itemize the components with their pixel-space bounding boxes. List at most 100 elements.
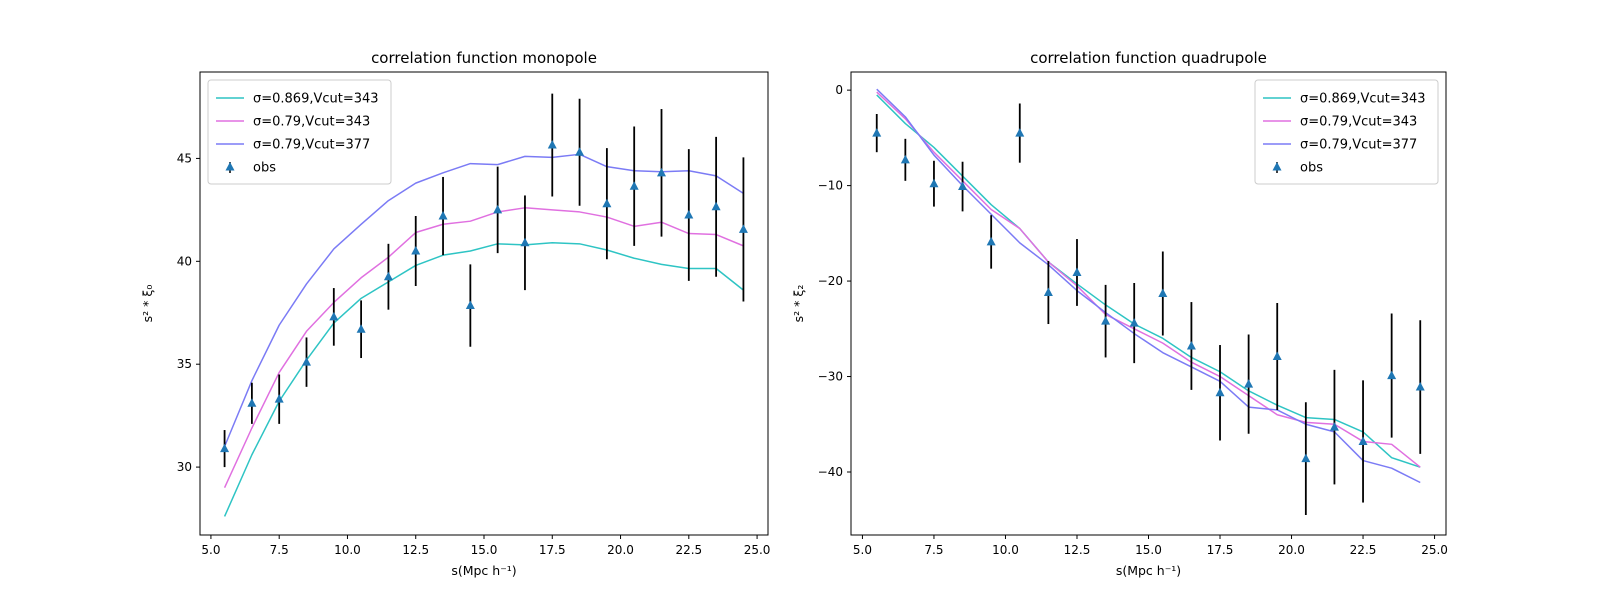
monopole-series-line-1 [223,242,744,517]
monopole-legend-obs-marker [225,162,235,171]
monopole-chart: correlation function monopole 5.0 7.5 10.0 1… [140,49,770,578]
quadrupole-obs-point [900,154,910,164]
quadrupole-obs-point [1015,128,1025,137]
monopole-series-line-3 [223,153,744,447]
quadrupole-xtick-label: 7.5 [924,543,943,557]
quadrupole-chart: correlation function quadrupole 5.0 7.5 10.… [791,49,1448,578]
monopole-y-axis-label: s² * ξ₀ [140,285,155,323]
monopole-legend-label-2: σ=0.79,Vcut=343 [253,115,370,130]
monopole-legend: σ=0.869,Vcut=343 σ=0.79,Vcut=343 σ=0.79,Vc… [207,79,392,185]
quadrupole-xtick-label: 15.0 [1135,543,1162,557]
monopole-legend-label-obs: obs [253,161,276,176]
quadrupole-legend: σ=0.869,Vcut=343 σ=0.79,Vcut=343 σ=0.79,Vc… [1254,79,1439,185]
monopole-obs-point [602,198,612,208]
monopole-xtick-label: 17.5 [539,543,566,557]
quadrupole-series-line-1 [876,94,1421,468]
quadrupole-obs-point [1129,318,1139,327]
monopole-ytick-label: 35 [177,357,192,371]
quadrupole-ytick-label: −30 [818,370,843,384]
monopole-legend-box [207,79,392,185]
quadrupole-x-axis-label: s(Mpc h⁻¹) [1116,563,1181,578]
monopole-obs-point [383,271,393,281]
quadrupole-legend-obs-marker [1272,162,1282,171]
monopole-xtick-label: 12.5 [402,543,429,557]
monopole-ytick-label: 40 [177,254,192,268]
quadrupole-plot-area [872,88,1425,515]
monopole-obs-point [738,224,748,233]
quadrupole-obs-point [986,236,996,246]
quadrupole-legend-label-2: σ=0.79,Vcut=343 [1300,115,1417,130]
monopole-xtick-label: 25.0 [744,543,771,557]
monopole-legend-label-1: σ=0.869,Vcut=343 [253,92,379,107]
quadrupole-xtick-label: 17.5 [1207,543,1234,557]
monopole-obs-point [711,201,721,211]
quadrupole-obs-point [929,178,939,188]
monopole-legend-label-3: σ=0.79,Vcut=377 [253,138,370,153]
quadrupole-title: correlation function quadrupole [1030,49,1267,67]
quadrupole-xtick-label: 5.0 [853,543,872,557]
monopole-ytick-label: 45 [177,151,192,165]
quadrupole-series-line-2 [876,91,1421,468]
quadrupole-ytick-label: −40 [818,465,843,479]
monopole-xtick-label: 7.5 [270,543,289,557]
quadrupole-ytick-label: 0 [835,83,843,97]
quadrupole-series-line-3 [876,88,1421,484]
monopole-xtick-label: 15.0 [471,543,498,557]
monopole-obs-point [465,300,475,310]
monopole-obs-point [302,357,311,366]
quadrupole-obs-point [1244,379,1254,388]
monopole-obs-point [493,204,503,214]
monopole-axes-frame [199,71,769,536]
quadrupole-obs-point [1301,453,1311,463]
monopole-title: correlation function monopole [371,49,597,67]
quadrupole-legend-label-1: σ=0.869,Vcut=343 [1300,92,1426,107]
quadrupole-ytick-label: −10 [818,179,843,193]
quadrupole-obs-point [1072,267,1082,276]
quadrupole-obs-point [1186,340,1196,350]
quadrupole-xtick-label: 22.5 [1350,543,1377,557]
quadrupole-legend-label-3: σ=0.79,Vcut=377 [1300,138,1417,153]
monopole-xtick-label: 10.0 [334,543,361,557]
monopole-obs-point [274,394,284,403]
quadrupole-xtick-label: 10.0 [992,543,1019,557]
quadrupole-obs-point [1101,316,1111,325]
quadrupole-obs-point [1215,387,1225,397]
monopole-x-axis-label: s(Mpc h⁻¹) [451,563,516,578]
quadrupole-obs-point [1415,382,1425,391]
monopole-xtick-label: 22.5 [675,543,702,557]
monopole-obs-point [356,324,366,333]
quadrupole-obs-point [1387,370,1397,380]
monopole-obs-point [329,311,339,321]
quadrupole-xtick-label: 20.0 [1278,543,1305,557]
quadrupole-obs-point [958,181,968,191]
quadrupole-obs-point [872,128,882,137]
quadrupole-axes-frame [850,71,1447,536]
monopole-ytick-label: 30 [177,460,192,474]
monopole-obs-point [520,237,530,247]
monopole-obs-point [629,181,639,190]
monopole-obs-point [684,210,694,219]
quadrupole-ytick-label: −20 [818,274,843,288]
monopole-obs-point [438,211,448,220]
monopole-obs-point [547,140,557,149]
monopole-obs-point [411,246,421,255]
quadrupole-obs-point [1329,422,1339,431]
monopole-xtick-label: 5.0 [201,543,220,557]
quadrupole-xtick-label: 25.0 [1421,543,1448,557]
monopole-obs-point [575,147,585,156]
quadrupole-obs-point [1358,436,1368,445]
quadrupole-obs-point [1043,287,1053,297]
monopole-obs-point [657,167,666,177]
quadrupole-y-axis-label: s² * ξ₂ [791,285,806,323]
monopole-obs-point [220,443,230,453]
monopole-xtick-label: 20.0 [607,543,634,557]
quadrupole-obs-point [1158,288,1168,297]
quadrupole-obs-point [1272,351,1282,360]
monopole-obs-point [247,398,257,407]
monopole-plot-area [220,93,748,517]
quadrupole-xtick-label: 12.5 [1064,543,1091,557]
quadrupole-legend-label-obs: obs [1300,161,1323,176]
quadrupole-legend-box [1254,79,1439,185]
monopole-series-line-2 [223,207,744,488]
